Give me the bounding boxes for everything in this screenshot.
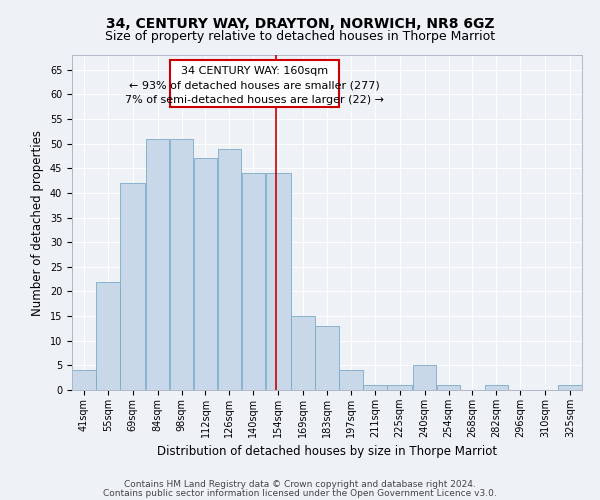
Bar <box>170 138 193 390</box>
Text: Contains public sector information licensed under the Open Government Licence v3: Contains public sector information licen… <box>103 488 497 498</box>
Y-axis label: Number of detached properties: Number of detached properties <box>31 130 44 316</box>
Text: ← 93% of detached houses are smaller (277): ← 93% of detached houses are smaller (27… <box>129 80 380 90</box>
Bar <box>266 173 290 390</box>
Bar <box>387 385 412 390</box>
Text: Contains HM Land Registry data © Crown copyright and database right 2024.: Contains HM Land Registry data © Crown c… <box>124 480 476 489</box>
Bar <box>146 138 169 390</box>
Bar <box>218 148 241 390</box>
Bar <box>121 183 145 390</box>
X-axis label: Distribution of detached houses by size in Thorpe Marriot: Distribution of detached houses by size … <box>157 446 497 458</box>
Bar <box>242 173 265 390</box>
Bar <box>194 158 217 390</box>
Bar <box>340 370 362 390</box>
Bar <box>413 366 436 390</box>
Text: 7% of semi-detached houses are larger (22) →: 7% of semi-detached houses are larger (2… <box>125 95 384 105</box>
Bar <box>316 326 338 390</box>
Bar <box>437 385 460 390</box>
Text: Size of property relative to detached houses in Thorpe Marriot: Size of property relative to detached ho… <box>105 30 495 43</box>
FancyBboxPatch shape <box>170 60 339 106</box>
Bar <box>363 385 386 390</box>
Bar <box>73 370 95 390</box>
Text: 34 CENTURY WAY: 160sqm: 34 CENTURY WAY: 160sqm <box>181 66 328 76</box>
Bar <box>292 316 314 390</box>
Bar <box>485 385 508 390</box>
Bar <box>559 385 581 390</box>
Text: 34, CENTURY WAY, DRAYTON, NORWICH, NR8 6GZ: 34, CENTURY WAY, DRAYTON, NORWICH, NR8 6… <box>106 18 494 32</box>
Bar <box>97 282 119 390</box>
